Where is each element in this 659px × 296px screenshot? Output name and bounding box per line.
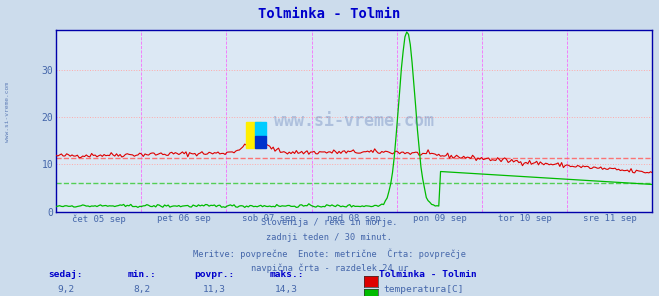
- Text: povpr.:: povpr.:: [194, 270, 235, 279]
- Text: 14,3: 14,3: [275, 285, 298, 294]
- Text: Tolminka - Tolmin: Tolminka - Tolmin: [258, 7, 401, 21]
- Text: Slovenija / reke in morje.: Slovenija / reke in morje.: [261, 218, 398, 226]
- Bar: [246, 122, 262, 148]
- Text: Meritve: povprečne  Enote: metrične  Črta: povprečje: Meritve: povprečne Enote: metrične Črta:…: [193, 248, 466, 259]
- Text: zadnji teden / 30 minut.: zadnji teden / 30 minut.: [266, 233, 393, 242]
- Text: www.si-vreme.com: www.si-vreme.com: [5, 83, 11, 142]
- Text: 11,3: 11,3: [203, 285, 225, 294]
- Text: min.:: min.:: [127, 270, 156, 279]
- Text: 8,2: 8,2: [133, 285, 150, 294]
- Text: maks.:: maks.:: [270, 270, 304, 279]
- Bar: [254, 136, 266, 148]
- Text: sedaj:: sedaj:: [49, 270, 83, 279]
- Text: Tolminka - Tolmin: Tolminka - Tolmin: [379, 270, 476, 279]
- Text: temperatura[C]: temperatura[C]: [384, 285, 464, 294]
- Text: navpična črta - razdelek 24 ur: navpična črta - razdelek 24 ur: [251, 264, 408, 273]
- Text: www.si-vreme.com: www.si-vreme.com: [274, 112, 434, 130]
- Bar: [254, 122, 266, 136]
- Text: 9,2: 9,2: [57, 285, 74, 294]
